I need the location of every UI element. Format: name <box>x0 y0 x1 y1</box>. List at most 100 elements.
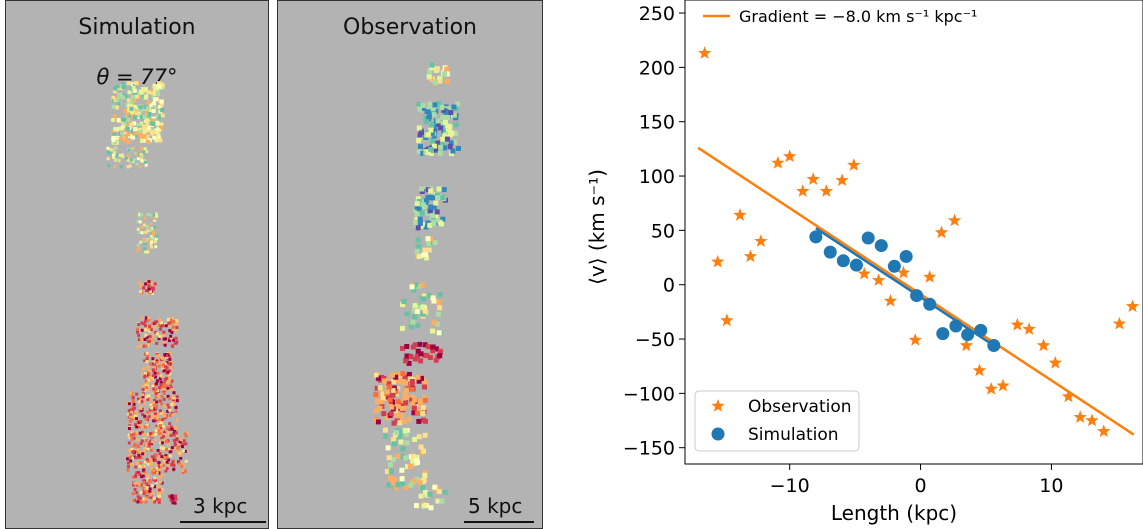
simulation-point <box>923 297 937 311</box>
observation-point <box>1061 389 1076 403</box>
y-tick-label: 200 <box>639 57 675 79</box>
legend-series-label: Observation <box>748 397 852 417</box>
observation-point <box>697 46 712 59</box>
obs-gas-clump <box>400 281 443 336</box>
observation-scale-bar <box>464 521 534 523</box>
observation-point <box>743 249 758 263</box>
observation-point <box>819 184 833 197</box>
observation-point <box>1073 410 1087 423</box>
sim-gas-clump <box>126 431 189 474</box>
simulation-point <box>910 289 924 303</box>
simulation-point <box>887 259 901 273</box>
simulation-point <box>861 231 875 245</box>
observation-point <box>1048 355 1062 369</box>
observation-point <box>847 158 861 171</box>
simulation-point <box>823 245 837 259</box>
simulation-point <box>936 327 950 341</box>
y-tick-label: 50 <box>651 220 675 242</box>
simulation-point <box>961 328 975 342</box>
simulation-point <box>874 239 888 253</box>
obs-gas-clump <box>383 427 428 491</box>
y-tick-label: −50 <box>635 329 675 351</box>
series-legend-box <box>694 390 860 452</box>
simulation-panel-title: Simulation <box>78 15 196 40</box>
observation-point <box>720 313 734 327</box>
y-tick-label: −100 <box>623 383 675 405</box>
data-points <box>697 46 1140 438</box>
sim-gas-clump <box>138 280 157 295</box>
y-axis-label: ⟨v⟩ (km s⁻¹) <box>585 169 609 285</box>
observation-point <box>972 363 987 377</box>
observation-point <box>1085 413 1099 427</box>
observation-scale-label: 5 kpc <box>468 494 523 518</box>
observation-point <box>923 270 937 283</box>
observation-point <box>996 378 1010 392</box>
gradient-legend-label: Gradient = −8.0 km s⁻¹ kpc⁻¹ <box>739 7 977 26</box>
sim-gas-clump <box>106 146 149 169</box>
sim-gas-clump <box>136 316 179 349</box>
obs-gas-clump <box>400 341 443 366</box>
simulation-point <box>974 323 988 337</box>
obs-gas-clump <box>414 477 448 511</box>
observation-point <box>908 333 922 346</box>
sim-gas-clump <box>111 81 165 145</box>
observation-point <box>872 273 886 287</box>
observation-velocity-map <box>373 62 461 511</box>
obs-gas-clump <box>426 62 450 86</box>
observation-point <box>934 225 949 239</box>
observation-point <box>806 172 820 185</box>
plot-area-border <box>684 0 1143 465</box>
y-tick-label: −150 <box>623 438 675 460</box>
y-tick-label: 0 <box>663 275 675 297</box>
series-legend: Observation Simulation <box>694 390 860 452</box>
observation-point <box>771 156 785 169</box>
observation-point <box>1010 317 1025 331</box>
sim-gas-clump <box>167 494 178 505</box>
observation-point <box>857 266 871 280</box>
sim-gas-clump <box>131 471 164 504</box>
simulation-point <box>899 249 913 263</box>
obs-gas-clump <box>413 186 448 231</box>
simulation-point <box>949 319 963 333</box>
x-axis-label: Length (kpc) <box>831 501 957 525</box>
x-tick-label: −10 <box>770 475 810 497</box>
observation-point <box>754 234 768 247</box>
simulation-fit-line <box>815 227 995 347</box>
observation-point <box>947 213 962 227</box>
observation-point <box>1097 424 1111 438</box>
observation-point <box>783 149 797 163</box>
plot-frame <box>684 0 1143 465</box>
observation-point <box>711 254 725 268</box>
sim-gas-clump <box>126 391 179 434</box>
observation-point <box>984 382 998 395</box>
observation-map-panel: Observation 5 kpc <box>277 0 543 529</box>
observation-panel-title: Observation <box>343 15 477 40</box>
legend-star-marker <box>711 399 725 412</box>
y-tick-label: 150 <box>639 112 675 134</box>
observation-point <box>1036 338 1051 352</box>
observation-point <box>1112 316 1127 330</box>
sim-gas-clump <box>136 212 159 254</box>
legend-circle-marker <box>711 427 725 441</box>
observation-point <box>959 338 973 352</box>
obs-gas-clump <box>373 371 428 426</box>
observation-point <box>733 208 747 221</box>
simulation-map-panel: Simulation θ = 77° 3 kpc <box>5 0 269 529</box>
simulation-point <box>836 254 850 268</box>
obs-gas-clump <box>416 101 461 156</box>
simulation-point <box>849 258 863 272</box>
simulation-point <box>809 230 823 244</box>
x-tick-label: 10 <box>1039 475 1063 497</box>
observation-point <box>1125 299 1140 313</box>
observation-point <box>1022 322 1036 335</box>
x-tick-label: 0 <box>914 475 926 497</box>
y-tick-label: 250 <box>639 3 675 25</box>
observation-point <box>896 265 911 279</box>
simulation-scale-label: 3 kpc <box>193 494 248 518</box>
simulation-scale-bar <box>180 521 266 523</box>
obs-gas-clump <box>414 236 438 261</box>
simulation-point <box>987 339 1001 353</box>
observation-point <box>835 173 849 187</box>
